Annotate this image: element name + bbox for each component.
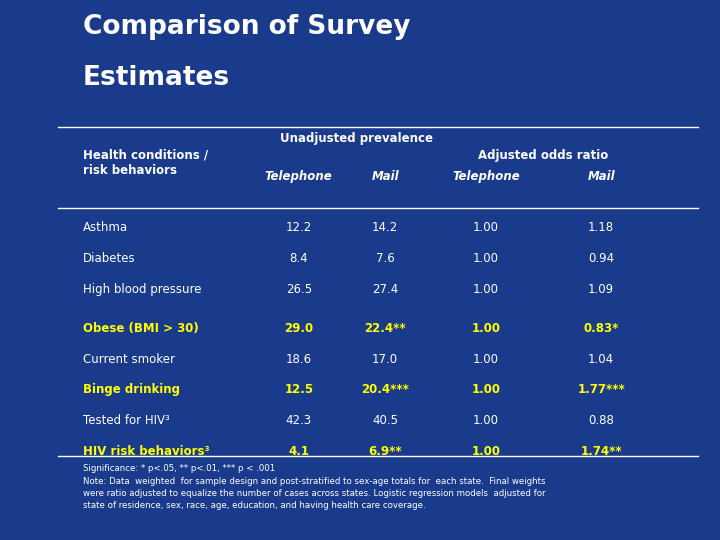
Text: 1.00: 1.00 — [473, 414, 499, 427]
Text: 1.00: 1.00 — [472, 445, 500, 458]
Text: HIV risk behaviors³: HIV risk behaviors³ — [83, 445, 210, 458]
Text: 22.4**: 22.4** — [364, 322, 406, 335]
Text: Significance: * p<.05, ** p<.01, *** p < .001
Note: Data  weighted  for sample d: Significance: * p<.05, ** p<.01, *** p <… — [83, 464, 545, 510]
Text: 1.00: 1.00 — [473, 221, 499, 234]
Text: 1.00: 1.00 — [473, 252, 499, 265]
Text: 40.5: 40.5 — [372, 414, 398, 427]
Text: Estimates: Estimates — [83, 65, 230, 91]
Text: 8.4: 8.4 — [289, 252, 308, 265]
Text: 1.18: 1.18 — [588, 221, 614, 234]
Text: Comparison of Survey: Comparison of Survey — [83, 14, 410, 39]
Text: 1.74**: 1.74** — [580, 445, 622, 458]
Text: Current smoker: Current smoker — [83, 353, 175, 366]
Text: 20.4***: 20.4*** — [361, 383, 409, 396]
Text: Mail: Mail — [588, 170, 615, 183]
Text: 29.0: 29.0 — [284, 322, 313, 335]
Text: 0.88: 0.88 — [588, 414, 614, 427]
Text: Asthma: Asthma — [83, 221, 128, 234]
Text: 4.1: 4.1 — [288, 445, 310, 458]
Text: 6.9**: 6.9** — [369, 445, 402, 458]
Text: 1.04: 1.04 — [588, 353, 614, 366]
Text: 1.00: 1.00 — [473, 353, 499, 366]
Text: High blood pressure: High blood pressure — [83, 283, 202, 296]
Text: Health conditions /
risk behaviors: Health conditions / risk behaviors — [83, 148, 208, 178]
Text: Binge drinking: Binge drinking — [83, 383, 180, 396]
Text: 14.2: 14.2 — [372, 221, 398, 234]
Text: Unadjusted prevalence: Unadjusted prevalence — [280, 132, 433, 145]
Text: 7.6: 7.6 — [376, 252, 395, 265]
Text: Adjusted odds ratio: Adjusted odds ratio — [479, 148, 608, 161]
Text: 12.2: 12.2 — [286, 221, 312, 234]
Text: 12.5: 12.5 — [284, 383, 313, 396]
Text: 1.00: 1.00 — [472, 322, 500, 335]
Text: 1.09: 1.09 — [588, 283, 614, 296]
Text: 1.00: 1.00 — [472, 383, 500, 396]
Text: Mail: Mail — [372, 170, 399, 183]
Text: 42.3: 42.3 — [286, 414, 312, 427]
Text: 1.77***: 1.77*** — [577, 383, 625, 396]
Text: 1.00: 1.00 — [473, 283, 499, 296]
Text: 17.0: 17.0 — [372, 353, 398, 366]
Text: 0.94: 0.94 — [588, 252, 614, 265]
Text: Telephone: Telephone — [452, 170, 520, 183]
Text: 18.6: 18.6 — [286, 353, 312, 366]
Text: 27.4: 27.4 — [372, 283, 398, 296]
Text: Telephone: Telephone — [265, 170, 333, 183]
Text: Tested for HIV³: Tested for HIV³ — [83, 414, 169, 427]
Text: 26.5: 26.5 — [286, 283, 312, 296]
Text: 0.83*: 0.83* — [583, 322, 619, 335]
Text: Obese (BMI > 30): Obese (BMI > 30) — [83, 322, 199, 335]
Text: Diabetes: Diabetes — [83, 252, 135, 265]
